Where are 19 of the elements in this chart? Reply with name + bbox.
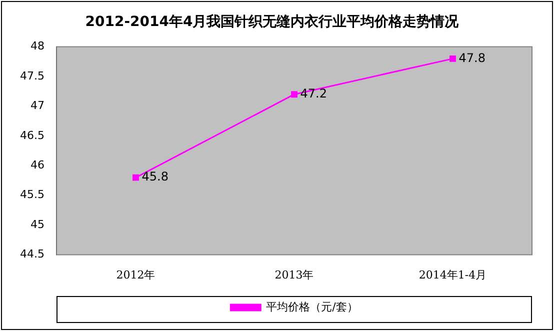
x-tick-label: 2014年1-4月 — [418, 268, 487, 282]
x-tick-label: 2013年 — [274, 268, 314, 282]
point — [132, 174, 139, 181]
data-label: 47.2 — [300, 86, 327, 100]
x-tick-label: 2012年 — [116, 268, 156, 282]
y-tick-label: 44.5 — [20, 248, 44, 261]
y-tick-label: 45 — [30, 218, 44, 231]
point — [291, 91, 298, 98]
y-tick-label: 47.5 — [20, 69, 44, 82]
data-label: 45.8 — [142, 170, 168, 184]
y-tick-label: 45.5 — [20, 188, 44, 202]
data-label: 47.8 — [458, 50, 486, 65]
y-tick-label: 46 — [30, 158, 44, 172]
y-tick-label: 47 — [30, 99, 44, 112]
y-tick-label: 46.5 — [20, 128, 44, 142]
chart-title: 2012-2014年4月我国针织无缝内衣行业平均价格走势情况 — [85, 13, 460, 30]
legend-label: 平均价格（元/套） — [266, 300, 358, 314]
point — [450, 55, 456, 62]
y-tick-label: 48 — [30, 40, 44, 53]
